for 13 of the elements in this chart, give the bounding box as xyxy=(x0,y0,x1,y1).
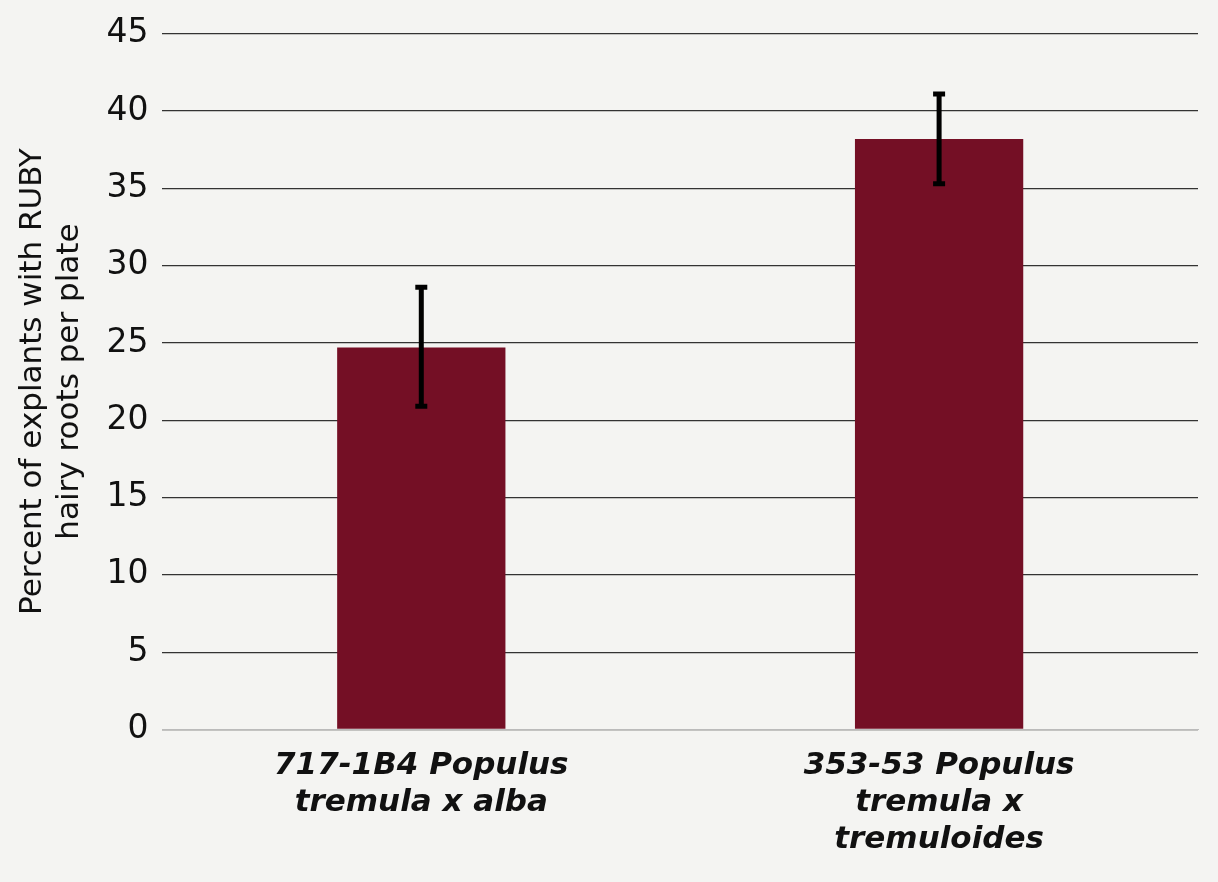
y-tick-label: 30 xyxy=(106,243,149,283)
y-tick-label: 45 xyxy=(106,11,149,51)
y-tick-label: 35 xyxy=(106,165,149,205)
y-tick-label: 40 xyxy=(106,88,149,128)
y-tick-label: 20 xyxy=(106,397,149,437)
y-tick-label: 25 xyxy=(106,320,149,360)
y-tick-label: 10 xyxy=(106,552,149,592)
y-axis-title: Percent of explants with RUBY hairy roots per plate xyxy=(11,148,85,615)
y-tick-label: 0 xyxy=(127,706,149,746)
x-tick-label: 717-1B4 Populus tremula x alba xyxy=(274,745,569,819)
y-tick-label: 15 xyxy=(106,475,149,515)
y-tick-label: 5 xyxy=(127,629,149,669)
x-tick-label: 353-53 Populus tremula x tremuloides xyxy=(803,745,1075,856)
